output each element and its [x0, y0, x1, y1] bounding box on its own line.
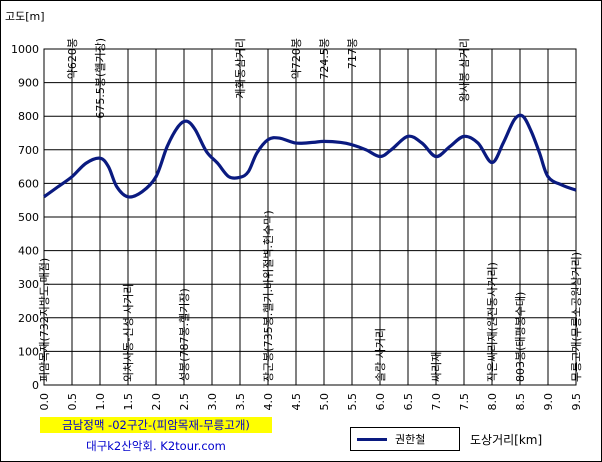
x-tick-label: 0.5 — [66, 393, 79, 411]
y-tick-label: 100 — [18, 345, 39, 358]
y-tick-label: 1000 — [11, 43, 39, 56]
point-annotation: 작은싸리재(원전동사거리) — [486, 262, 499, 382]
y-tick-label: 500 — [18, 211, 39, 224]
x-tick-label: 6.5 — [402, 393, 415, 411]
x-tick-label: 8.0 — [486, 393, 499, 411]
y-tick-label: 900 — [18, 77, 39, 90]
y-tick-label: 0 — [32, 379, 39, 392]
annotations: 피암목재(732지방도,매점) 약620봉 675.5봉(헬기장) 외처사동-신성 사… — [38, 38, 583, 382]
x-tick-label: 1.5 — [122, 393, 135, 411]
x-tick-label: 6.0 — [374, 393, 387, 411]
y-tick-label: 800 — [18, 110, 39, 123]
axes: 0 100 200 300 400 500 600 700 800 900 1000 0.0 0.5 1.… — [11, 43, 583, 411]
x-tick-label: 3.5 — [234, 393, 247, 411]
y-tick-label: 300 — [18, 278, 39, 291]
legend: 권한철 — [350, 427, 460, 451]
y-tick-label: 200 — [18, 312, 39, 325]
legend-label: 권한철 — [395, 433, 426, 446]
y-tick-label: 700 — [18, 144, 39, 157]
series-layer — [43, 113, 577, 199]
chart-subtitle: 대구k2산악회. K2tour.com — [86, 439, 226, 453]
series-line — [43, 113, 577, 199]
x-tick-label: 2.0 — [150, 393, 163, 411]
point-annotation: 솔랑 사거리 — [374, 328, 387, 382]
x-tick-label: 7.5 — [458, 393, 471, 411]
point-annotation: 약720봉 — [289, 38, 303, 79]
legend-swatch — [357, 438, 387, 441]
x-tick-label: 9.5 — [570, 393, 583, 411]
y-tick-label: 400 — [18, 245, 39, 258]
x-tick-label: 3.0 — [206, 393, 219, 411]
x-tick-label: 2.5 — [178, 393, 191, 411]
x-tick-label: 7.0 — [430, 393, 443, 411]
chart-title: 금남정맥 -02구간-(피암목재-무릉고개) — [40, 417, 272, 433]
point-annotation: 성봉(787봉.헬기장) — [178, 288, 191, 382]
x-tick-label: 5.0 — [318, 393, 331, 411]
point-annotation: 717봉 — [346, 38, 359, 69]
x-tick-label: 9.0 — [542, 393, 555, 411]
point-annotation: 외처사동-신성 사거리 — [122, 283, 135, 382]
point-annotation: 계화동삼거리 — [234, 38, 247, 99]
point-annotation: 803봉(태평봉수대) — [514, 292, 527, 382]
point-annotation: 피암목재(732지방도,매점) — [38, 258, 51, 382]
x-tick-label: 1.0 — [94, 393, 107, 411]
plot-border — [43, 48, 577, 386]
x-tick-label: 0.0 — [38, 393, 51, 411]
y-axis-title: 고도[m] — [5, 10, 45, 23]
point-annotation: 장군봉(735봉.헬기.바위절벽.현수막) — [262, 210, 275, 382]
x-tick-label: 5.5 — [346, 393, 359, 411]
x-tick-label: 4.5 — [290, 393, 303, 411]
x-tick-label: 4.0 — [262, 393, 275, 411]
point-annotation: 무릉고개(무릉소공원삼거리) — [570, 252, 583, 382]
point-annotation: 왕사봉 삼거리 — [458, 38, 471, 102]
point-annotation: 약620봉 — [65, 38, 79, 79]
x-axis-title: 도상거리[km] — [470, 433, 543, 447]
point-annotation: 724.5봉 — [318, 38, 331, 80]
x-tick-label: 8.5 — [514, 393, 527, 411]
point-annotation: 싸리재 — [430, 352, 443, 382]
point-annotation: 675.5봉(헬기장) — [94, 38, 107, 119]
y-tick-label: 600 — [18, 177, 39, 190]
